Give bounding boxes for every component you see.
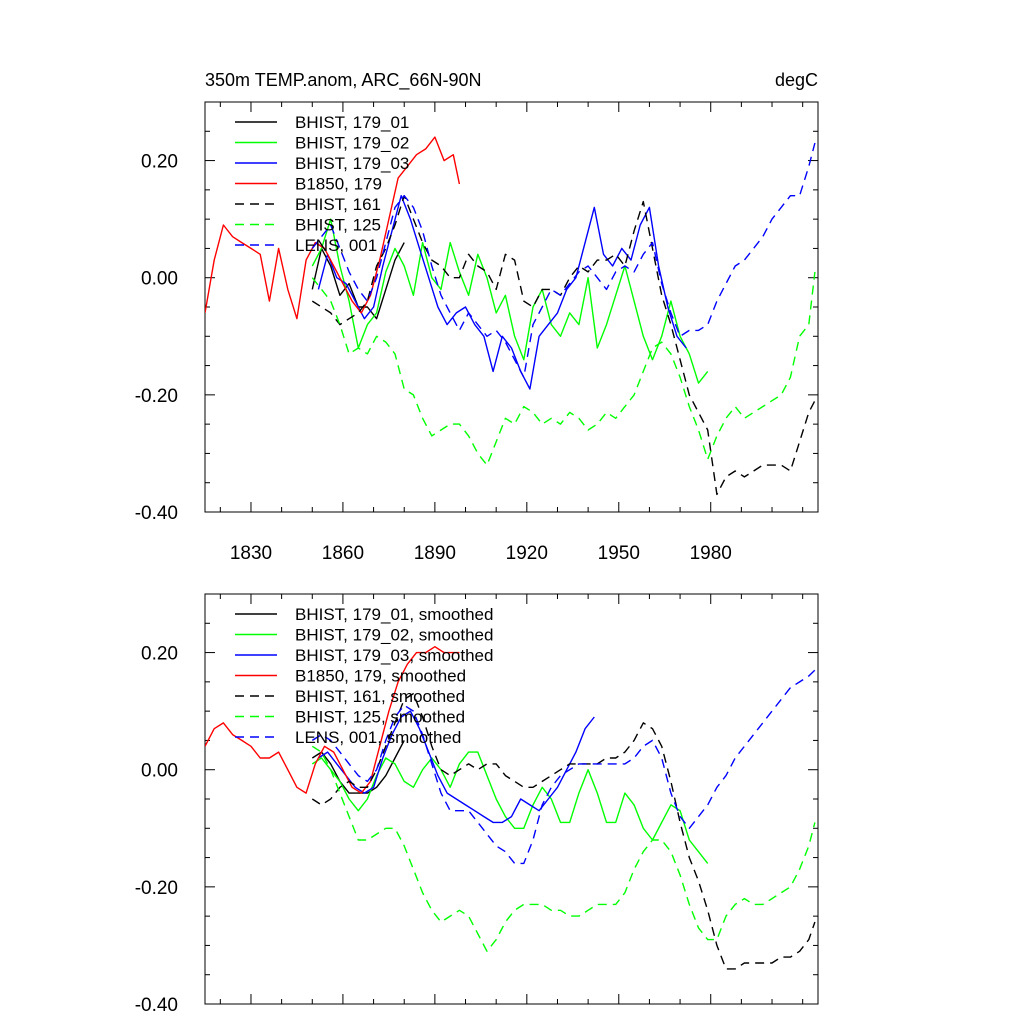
series-line-1: [311, 740, 405, 794]
y-tick-label: -0.20: [135, 386, 178, 407]
y-tick-label: -0.40: [135, 503, 178, 524]
legend-label: BHIST, 179_03: [295, 154, 409, 173]
series-line-5: [311, 194, 816, 496]
y-tick-label: 0.20: [141, 644, 178, 665]
legend-label: BHIST, 161: [295, 195, 381, 214]
legend-label: BHIST, 179_01: [295, 113, 409, 132]
series-line-3: [318, 710, 595, 824]
x-tick-label: 1830: [230, 543, 272, 564]
y-tick-label: 0.00: [141, 761, 178, 782]
bottom-panel: 0.20 0.00 -0.20 -0.40 BHIST, 179_01, smoothe…: [135, 593, 819, 1016]
chart-title: 350m TEMP.anom, ARC_66N-90N: [205, 70, 481, 91]
legend-label: BHIST, 161, smoothed: [295, 687, 465, 706]
y-tick-label: -0.20: [135, 878, 178, 899]
series-line-2: [311, 751, 709, 864]
x-tick-label: 1980: [690, 543, 732, 564]
y-tick-label: 0.00: [141, 269, 178, 290]
x-tick-label: 1950: [598, 543, 640, 564]
series-line-2: [311, 218, 709, 384]
top-panel: 0.20 0.00 -0.20 -0.40 1830 1860 1890 1920 1950 19…: [135, 70, 819, 564]
series-line-4: [205, 136, 461, 320]
y-tick-label: -0.40: [135, 995, 178, 1016]
series-line-6: [311, 745, 816, 952]
legend-label: BHIST, 125: [295, 216, 381, 235]
series-line-6: [311, 271, 816, 466]
x-tick-label: 1860: [322, 543, 364, 564]
legend-label: BHIST, 179_02: [295, 134, 409, 153]
x-tick-label: 1890: [414, 543, 456, 564]
series-line-5: [311, 692, 816, 970]
series-line-3: [317, 194, 687, 390]
legend-label: LENS, 001: [295, 236, 377, 255]
x-tick-label: 1920: [506, 543, 548, 564]
legend-label: BHIST, 179_03, smoothed: [295, 646, 493, 665]
y-tick-label: 0.20: [141, 152, 178, 173]
legend-label: BHIST, 125, smoothed: [295, 708, 465, 727]
legend-label: B1850, 179, smoothed: [295, 667, 466, 686]
units-label: degC: [775, 70, 818, 90]
legend-label: BHIST, 179_02, smoothed: [295, 626, 493, 645]
legend-label: BHIST, 179_01, smoothed: [295, 605, 493, 624]
series-line-7: [311, 142, 816, 378]
legend-label: LENS, 001, smoothed: [295, 728, 461, 747]
series-line-7: [311, 669, 816, 865]
series-line-4: [205, 646, 460, 794]
legend-label: B1850, 179: [295, 175, 382, 194]
